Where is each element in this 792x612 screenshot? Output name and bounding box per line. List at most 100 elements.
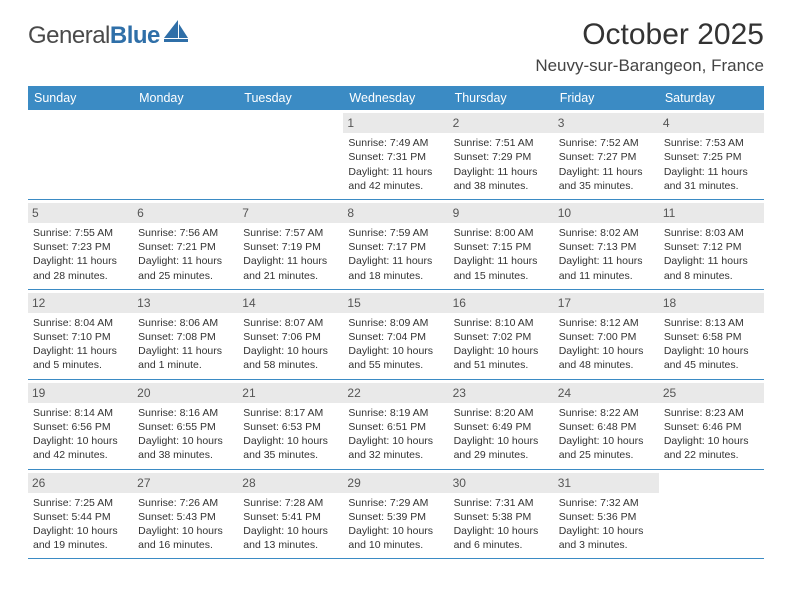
day-cell: 15Sunrise: 8:09 AMSunset: 7:04 PMDayligh… <box>343 290 448 379</box>
sunset-text: Sunset: 5:38 PM <box>454 510 549 524</box>
daylight-text: Daylight: 10 hours and 6 minutes. <box>454 524 549 552</box>
day-number: 14 <box>238 293 343 313</box>
day-cell: 18Sunrise: 8:13 AMSunset: 6:58 PMDayligh… <box>659 290 764 379</box>
sunset-text: Sunset: 6:48 PM <box>559 420 654 434</box>
location: Neuvy-sur-Barangeon, France <box>535 56 764 76</box>
day-number: 20 <box>133 383 238 403</box>
day-cell <box>28 110 133 199</box>
day-number: 1 <box>343 113 448 133</box>
daylight-text: Daylight: 10 hours and 35 minutes. <box>243 434 338 462</box>
sunset-text: Sunset: 7:00 PM <box>559 330 654 344</box>
logo-text: GeneralBlue <box>28 22 160 50</box>
daylight-text: Daylight: 10 hours and 42 minutes. <box>33 434 128 462</box>
sunrise-text: Sunrise: 7:52 AM <box>559 136 654 150</box>
sunrise-text: Sunrise: 8:17 AM <box>243 406 338 420</box>
sunset-text: Sunset: 6:56 PM <box>33 420 128 434</box>
week-row: 1 Sunrise: 7:49 AMSunset: 7:31 PMDaylight… <box>28 110 764 200</box>
day-number: 18 <box>659 293 764 313</box>
day-info: Sunrise: 8:06 AMSunset: 7:08 PMDaylight:… <box>138 316 233 373</box>
day-cell: 20Sunrise: 8:16 AMSunset: 6:55 PMDayligh… <box>133 380 238 469</box>
month-title: October 2025 <box>535 18 764 52</box>
daylight-text: Daylight: 10 hours and 16 minutes. <box>138 524 233 552</box>
day-info: Sunrise: 7:55 AMSunset: 7:23 PMDaylight:… <box>33 226 128 283</box>
dow-friday: Friday <box>554 86 659 110</box>
sunrise-text: Sunrise: 8:03 AM <box>664 226 759 240</box>
sunset-text: Sunset: 6:46 PM <box>664 420 759 434</box>
day-info: Sunrise: 7:32 AMSunset: 5:36 PMDaylight:… <box>559 496 654 553</box>
day-info: Sunrise: 8:10 AMSunset: 7:02 PMDaylight:… <box>454 316 549 373</box>
dow-saturday: Saturday <box>659 86 764 110</box>
dow-sunday: Sunday <box>28 86 133 110</box>
day-info: Sunrise: 7:51 AMSunset: 7:29 PMDaylight:… <box>454 136 549 193</box>
day-number: 16 <box>449 293 554 313</box>
logo-word-general: General <box>28 22 110 49</box>
sunset-text: Sunset: 7:02 PM <box>454 330 549 344</box>
day-number: 27 <box>133 473 238 493</box>
daylight-text: Daylight: 11 hours and 25 minutes. <box>138 254 233 282</box>
day-info: Sunrise: 8:23 AMSunset: 6:46 PMDaylight:… <box>664 406 759 463</box>
week-row: 12 Sunrise: 8:04 AMSunset: 7:10 PMDayligh… <box>28 290 764 380</box>
sunrise-text: Sunrise: 8:14 AM <box>33 406 128 420</box>
day-info: Sunrise: 8:12 AMSunset: 7:00 PMDaylight:… <box>559 316 654 373</box>
day-cell <box>238 110 343 199</box>
sunset-text: Sunset: 7:04 PM <box>348 330 443 344</box>
day-number: 8 <box>343 203 448 223</box>
sunset-text: Sunset: 7:13 PM <box>559 240 654 254</box>
sunrise-text: Sunrise: 7:56 AM <box>138 226 233 240</box>
sunset-text: Sunset: 6:53 PM <box>243 420 338 434</box>
daylight-text: Daylight: 11 hours and 42 minutes. <box>348 165 443 193</box>
sunset-text: Sunset: 5:41 PM <box>243 510 338 524</box>
logo: GeneralBlue <box>28 22 190 50</box>
daylight-text: Daylight: 11 hours and 5 minutes. <box>33 344 128 372</box>
day-cell: 27 Sunrise: 7:26 AMSunset: 5:43 PMDayligh… <box>133 470 238 559</box>
daylight-text: Daylight: 11 hours and 38 minutes. <box>454 165 549 193</box>
sunrise-text: Sunrise: 8:13 AM <box>664 316 759 330</box>
sunset-text: Sunset: 7:27 PM <box>559 150 654 164</box>
sunset-text: Sunset: 7:10 PM <box>33 330 128 344</box>
day-info: Sunrise: 7:26 AMSunset: 5:43 PMDaylight:… <box>138 496 233 553</box>
daylight-text: Daylight: 11 hours and 21 minutes. <box>243 254 338 282</box>
sunset-text: Sunset: 7:15 PM <box>454 240 549 254</box>
day-number: 12 <box>28 293 133 313</box>
day-number: 10 <box>554 203 659 223</box>
sunset-text: Sunset: 7:31 PM <box>348 150 443 164</box>
day-info: Sunrise: 7:49 AMSunset: 7:31 PMDaylight:… <box>348 136 443 193</box>
sunrise-text: Sunrise: 7:31 AM <box>454 496 549 510</box>
day-cell: 16 Sunrise: 8:10 AMSunset: 7:02 PMDayligh… <box>449 290 554 379</box>
day-info: Sunrise: 8:04 AMSunset: 7:10 PMDaylight:… <box>33 316 128 373</box>
sunrise-text: Sunrise: 7:51 AM <box>454 136 549 150</box>
sunrise-text: Sunrise: 8:19 AM <box>348 406 443 420</box>
day-cell: 26Sunrise: 7:25 AMSunset: 5:44 PMDayligh… <box>28 470 133 559</box>
day-number: 22 <box>343 383 448 403</box>
day-info: Sunrise: 8:22 AMSunset: 6:48 PMDaylight:… <box>559 406 654 463</box>
day-number: 5 <box>28 203 133 223</box>
week-row: 19Sunrise: 8:14 AMSunset: 6:56 PMDayligh… <box>28 380 764 470</box>
daylight-text: Daylight: 11 hours and 18 minutes. <box>348 254 443 282</box>
day-info: Sunrise: 7:52 AMSunset: 7:27 PMDaylight:… <box>559 136 654 193</box>
dow-tuesday: Tuesday <box>238 86 343 110</box>
logo-sail-icon <box>164 20 190 47</box>
sunset-text: Sunset: 7:17 PM <box>348 240 443 254</box>
day-number: 25 <box>659 383 764 403</box>
sunrise-text: Sunrise: 7:55 AM <box>33 226 128 240</box>
daylight-text: Daylight: 10 hours and 51 minutes. <box>454 344 549 372</box>
sunset-text: Sunset: 6:58 PM <box>664 330 759 344</box>
daylight-text: Daylight: 11 hours and 31 minutes. <box>664 165 759 193</box>
day-number: 13 <box>133 293 238 313</box>
day-cell: 11Sunrise: 8:03 AMSunset: 7:12 PMDayligh… <box>659 200 764 289</box>
sunset-text: Sunset: 7:19 PM <box>243 240 338 254</box>
day-number: 30 <box>449 473 554 493</box>
sunrise-text: Sunrise: 7:53 AM <box>664 136 759 150</box>
day-info: Sunrise: 8:09 AMSunset: 7:04 PMDaylight:… <box>348 316 443 373</box>
daylight-text: Daylight: 10 hours and 38 minutes. <box>138 434 233 462</box>
day-cell: 17Sunrise: 8:12 AMSunset: 7:00 PMDayligh… <box>554 290 659 379</box>
daylight-text: Daylight: 11 hours and 1 minute. <box>138 344 233 372</box>
day-number: 23 <box>449 383 554 403</box>
day-cell: 31Sunrise: 7:32 AMSunset: 5:36 PMDayligh… <box>554 470 659 559</box>
header: GeneralBlue October 2025 Neuvy-sur-Baran… <box>28 18 764 76</box>
day-cell: 5 Sunrise: 7:55 AMSunset: 7:23 PMDaylight… <box>28 200 133 289</box>
day-cell: 13 Sunrise: 8:06 AMSunset: 7:08 PMDayligh… <box>133 290 238 379</box>
sunrise-text: Sunrise: 7:57 AM <box>243 226 338 240</box>
day-cell: 7Sunrise: 7:57 AMSunset: 7:19 PMDaylight… <box>238 200 343 289</box>
day-cell: 3Sunrise: 7:52 AMSunset: 7:27 PMDaylight… <box>554 110 659 199</box>
